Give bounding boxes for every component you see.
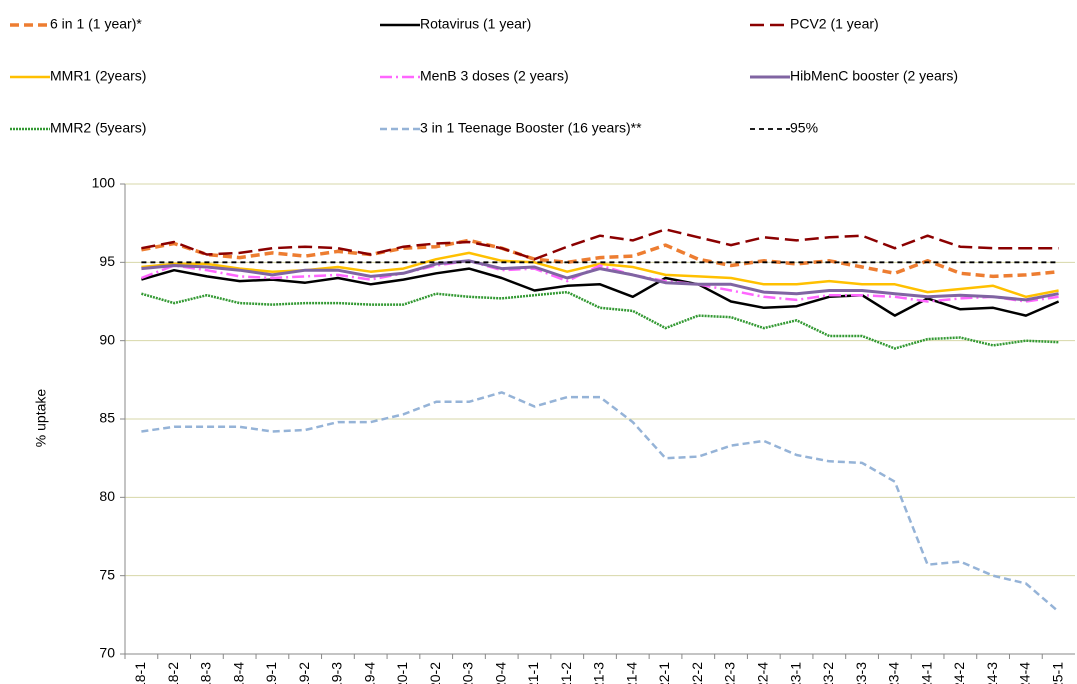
x-tick-label: 2022-2 xyxy=(689,662,705,684)
x-tick-label: 2020-1 xyxy=(394,662,410,684)
x-tick-label: 2024-3 xyxy=(984,662,1000,684)
y-tick-label: 75 xyxy=(99,566,115,582)
series-line xyxy=(141,267,1060,317)
x-tick-label: 2024-4 xyxy=(1017,662,1033,684)
legend-label: MMR2 (5years) xyxy=(50,120,146,136)
series-line xyxy=(140,259,1059,303)
x-tick-label: 2023-2 xyxy=(820,662,836,684)
series-line xyxy=(141,290,1059,350)
x-tick-label: 2020-2 xyxy=(427,662,443,684)
x-tick-label: 2023-4 xyxy=(886,662,902,684)
legend-label: MenB 3 doses (2 years) xyxy=(420,68,569,84)
series-line xyxy=(141,391,1060,613)
x-tick-label: 2021-1 xyxy=(525,662,541,684)
x-tick-label: 2021-4 xyxy=(623,662,639,684)
x-tick-label: 2018-1 xyxy=(132,662,148,684)
legend-label: MMR1 (2years) xyxy=(50,68,146,84)
x-tick-label: 2020-4 xyxy=(492,662,508,684)
series-line xyxy=(141,228,1059,261)
x-tick-label: 2018-3 xyxy=(198,662,214,684)
legend-label: PCV2 (1 year) xyxy=(790,16,879,32)
y-tick-label: 95 xyxy=(99,253,115,269)
x-tick-label: 2024-2 xyxy=(951,662,967,684)
legend-label: HibMenC booster (2 years) xyxy=(790,68,958,84)
x-tick-label: 2020-3 xyxy=(460,662,476,684)
x-tick-label: 2019-2 xyxy=(296,662,312,684)
y-tick-label: 90 xyxy=(99,331,115,347)
y-tick-label: 85 xyxy=(99,410,115,426)
x-tick-label: 2021-2 xyxy=(558,662,574,684)
legend-label: 95% xyxy=(790,120,818,136)
x-tick-label: 2023-3 xyxy=(853,662,869,684)
series-line xyxy=(141,238,1059,279)
x-tick-label: 2021-3 xyxy=(591,662,607,684)
x-tick-label: 2022-4 xyxy=(754,662,770,684)
x-tick-label: 2019-3 xyxy=(329,662,345,684)
x-tick-label: 2023-1 xyxy=(787,662,803,684)
series-line xyxy=(141,259,1059,302)
x-tick-label: 2019-1 xyxy=(263,662,279,684)
x-tick-label: 2022-3 xyxy=(722,662,738,684)
x-tick-label: 2025-1 xyxy=(1049,662,1065,684)
y-tick-label: 80 xyxy=(99,488,115,504)
x-tick-label: 2024-1 xyxy=(918,662,934,684)
x-tick-label: 2018-4 xyxy=(230,662,246,684)
x-tick-label: 2019-4 xyxy=(361,662,377,684)
y-tick-label: 100 xyxy=(92,175,116,191)
y-axis-label: % uptake xyxy=(33,389,49,448)
y-tick-label: 70 xyxy=(99,645,115,661)
x-tick-label: 2022-1 xyxy=(656,662,672,684)
legend-label: 6 in 1 (1 year)* xyxy=(50,16,142,32)
legend-label: 3 in 1 Teenage Booster (16 years)** xyxy=(420,120,642,136)
x-tick-label: 2018-2 xyxy=(165,662,181,684)
legend-label: Rotavirus (1 year) xyxy=(420,16,531,32)
